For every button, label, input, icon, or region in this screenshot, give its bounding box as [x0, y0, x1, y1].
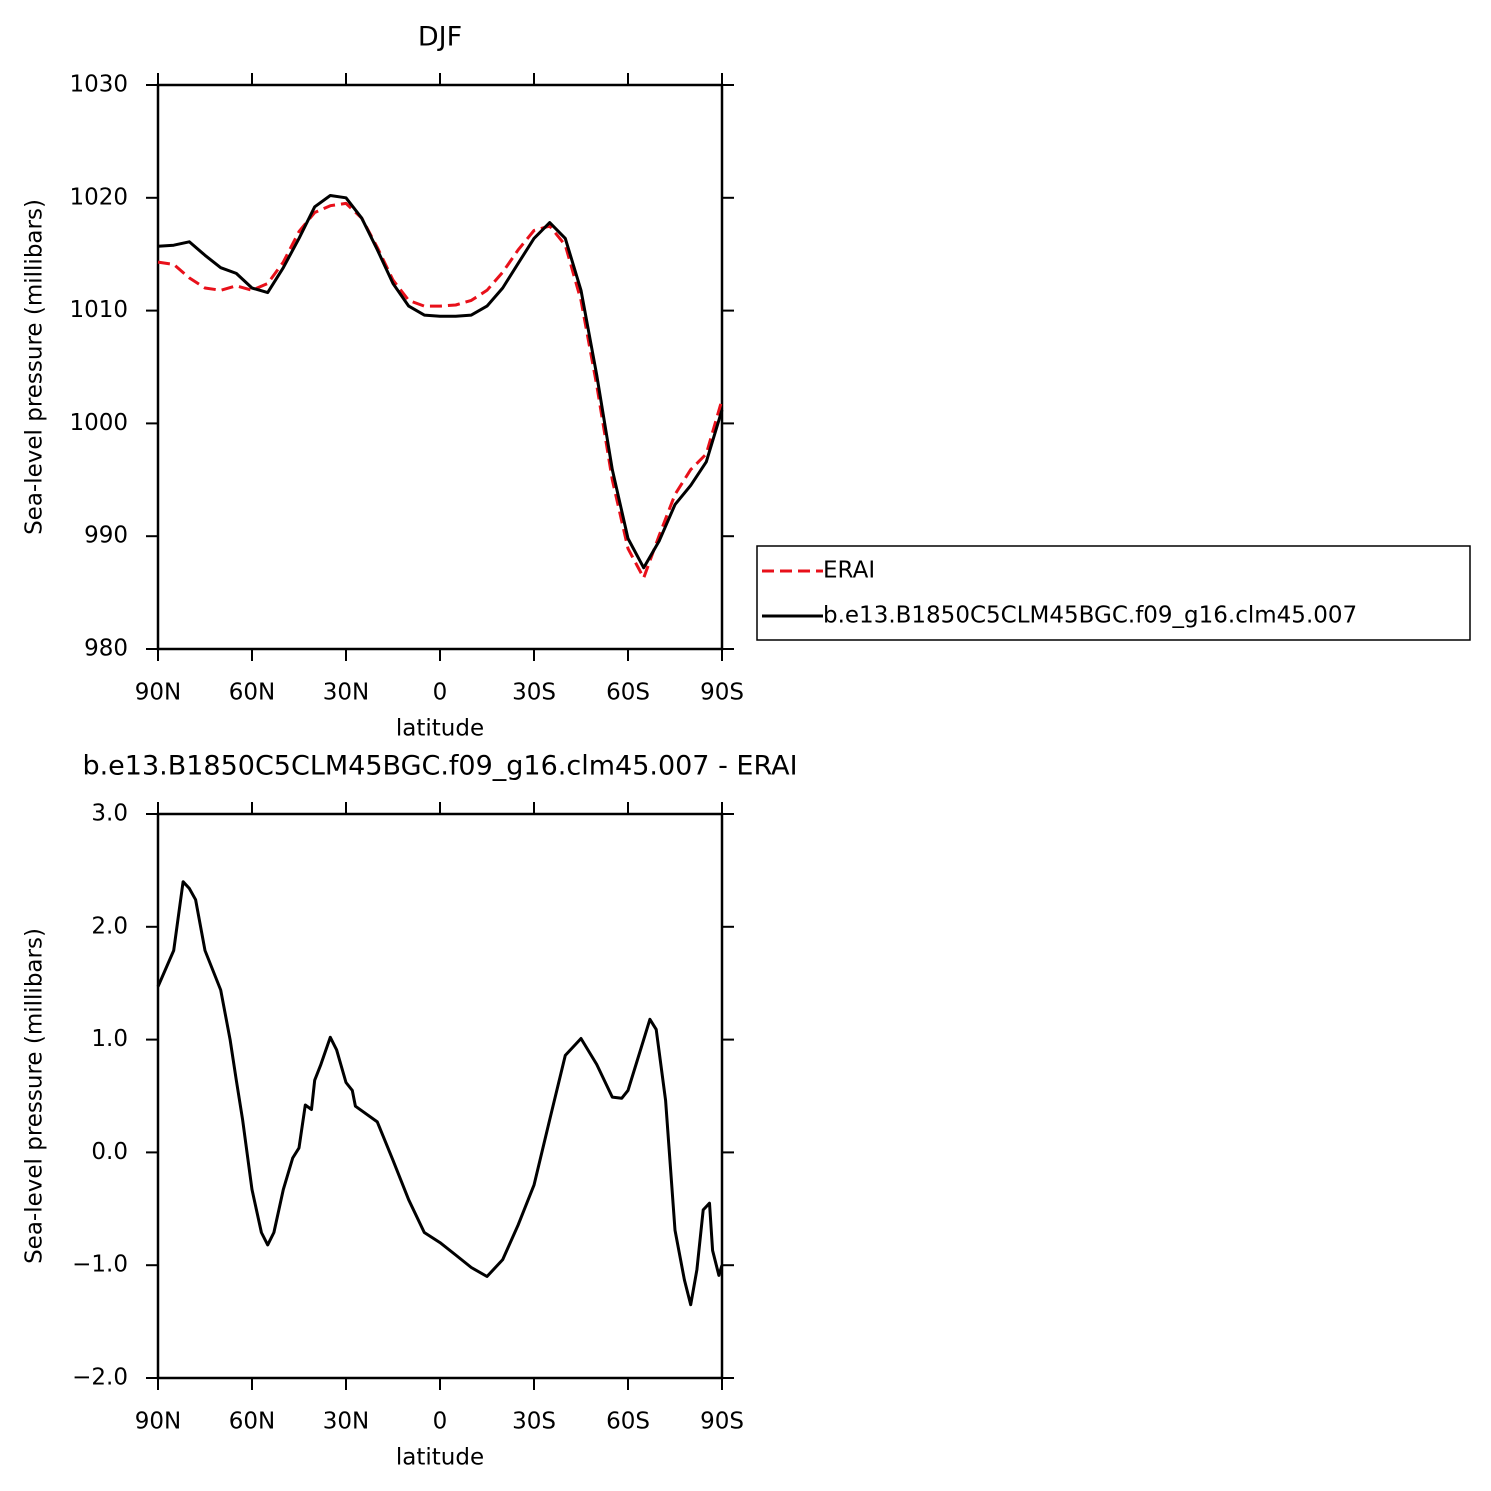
y-tick-label: 980 [84, 636, 128, 662]
x-tick-label: 90S [700, 680, 744, 706]
y-tick-label: 1000 [69, 410, 128, 436]
series-line [157, 194, 724, 570]
x-tick-label: 90S [700, 1409, 744, 1435]
x-tick-label: 30S [512, 680, 556, 706]
y-tick-label: −2.0 [72, 1365, 128, 1391]
series-line [156, 880, 724, 1307]
x-tick-label: 60S [606, 680, 650, 706]
x-tick-label: 60N [229, 680, 275, 706]
y-tick-label: 1.0 [91, 1026, 128, 1052]
x-tick-label: 90N [135, 1409, 181, 1435]
y-tick-label: −1.0 [72, 1252, 128, 1278]
chart-title: b.e13.B1850C5CLM45BGC.f09_g16.clm45.007 … [82, 751, 797, 782]
x-tick-label: 0 [433, 680, 448, 706]
y-tick-label: 1020 [69, 184, 128, 210]
x-tick-label: 60N [229, 1409, 275, 1435]
x-tick-label: 30N [323, 680, 369, 706]
plot-frame [156, 812, 724, 1380]
legend-label: ERAI [823, 558, 875, 584]
legend-label: b.e13.B1850C5CLM45BGC.f09_g16.clm45.007 [823, 603, 1357, 629]
y-tick-label: 990 [84, 523, 128, 549]
y-tick-label: 0.0 [91, 1139, 128, 1165]
x-tick-label: 90N [135, 680, 181, 706]
x-tick-label: 0 [433, 1409, 448, 1435]
x-axis-label: latitude [396, 716, 484, 742]
x-tick-label: 60S [606, 1409, 650, 1435]
chart-title: DJF [418, 22, 462, 53]
y-axis-label: Sea-level pressure (millibars) [22, 928, 48, 1264]
y-tick-label: 2.0 [91, 913, 128, 939]
y-tick-label: 1010 [69, 297, 128, 323]
legend-box [756, 545, 1471, 641]
x-tick-label: 30N [323, 1409, 369, 1435]
plot-frame [156, 83, 724, 651]
y-tick-label: 1030 [69, 72, 128, 98]
series-line [157, 201, 724, 580]
y-axis-label: Sea-level pressure (millibars) [22, 199, 48, 535]
y-tick-label: 3.0 [91, 801, 128, 827]
x-axis-label: latitude [396, 1445, 484, 1471]
x-tick-label: 30S [512, 1409, 556, 1435]
